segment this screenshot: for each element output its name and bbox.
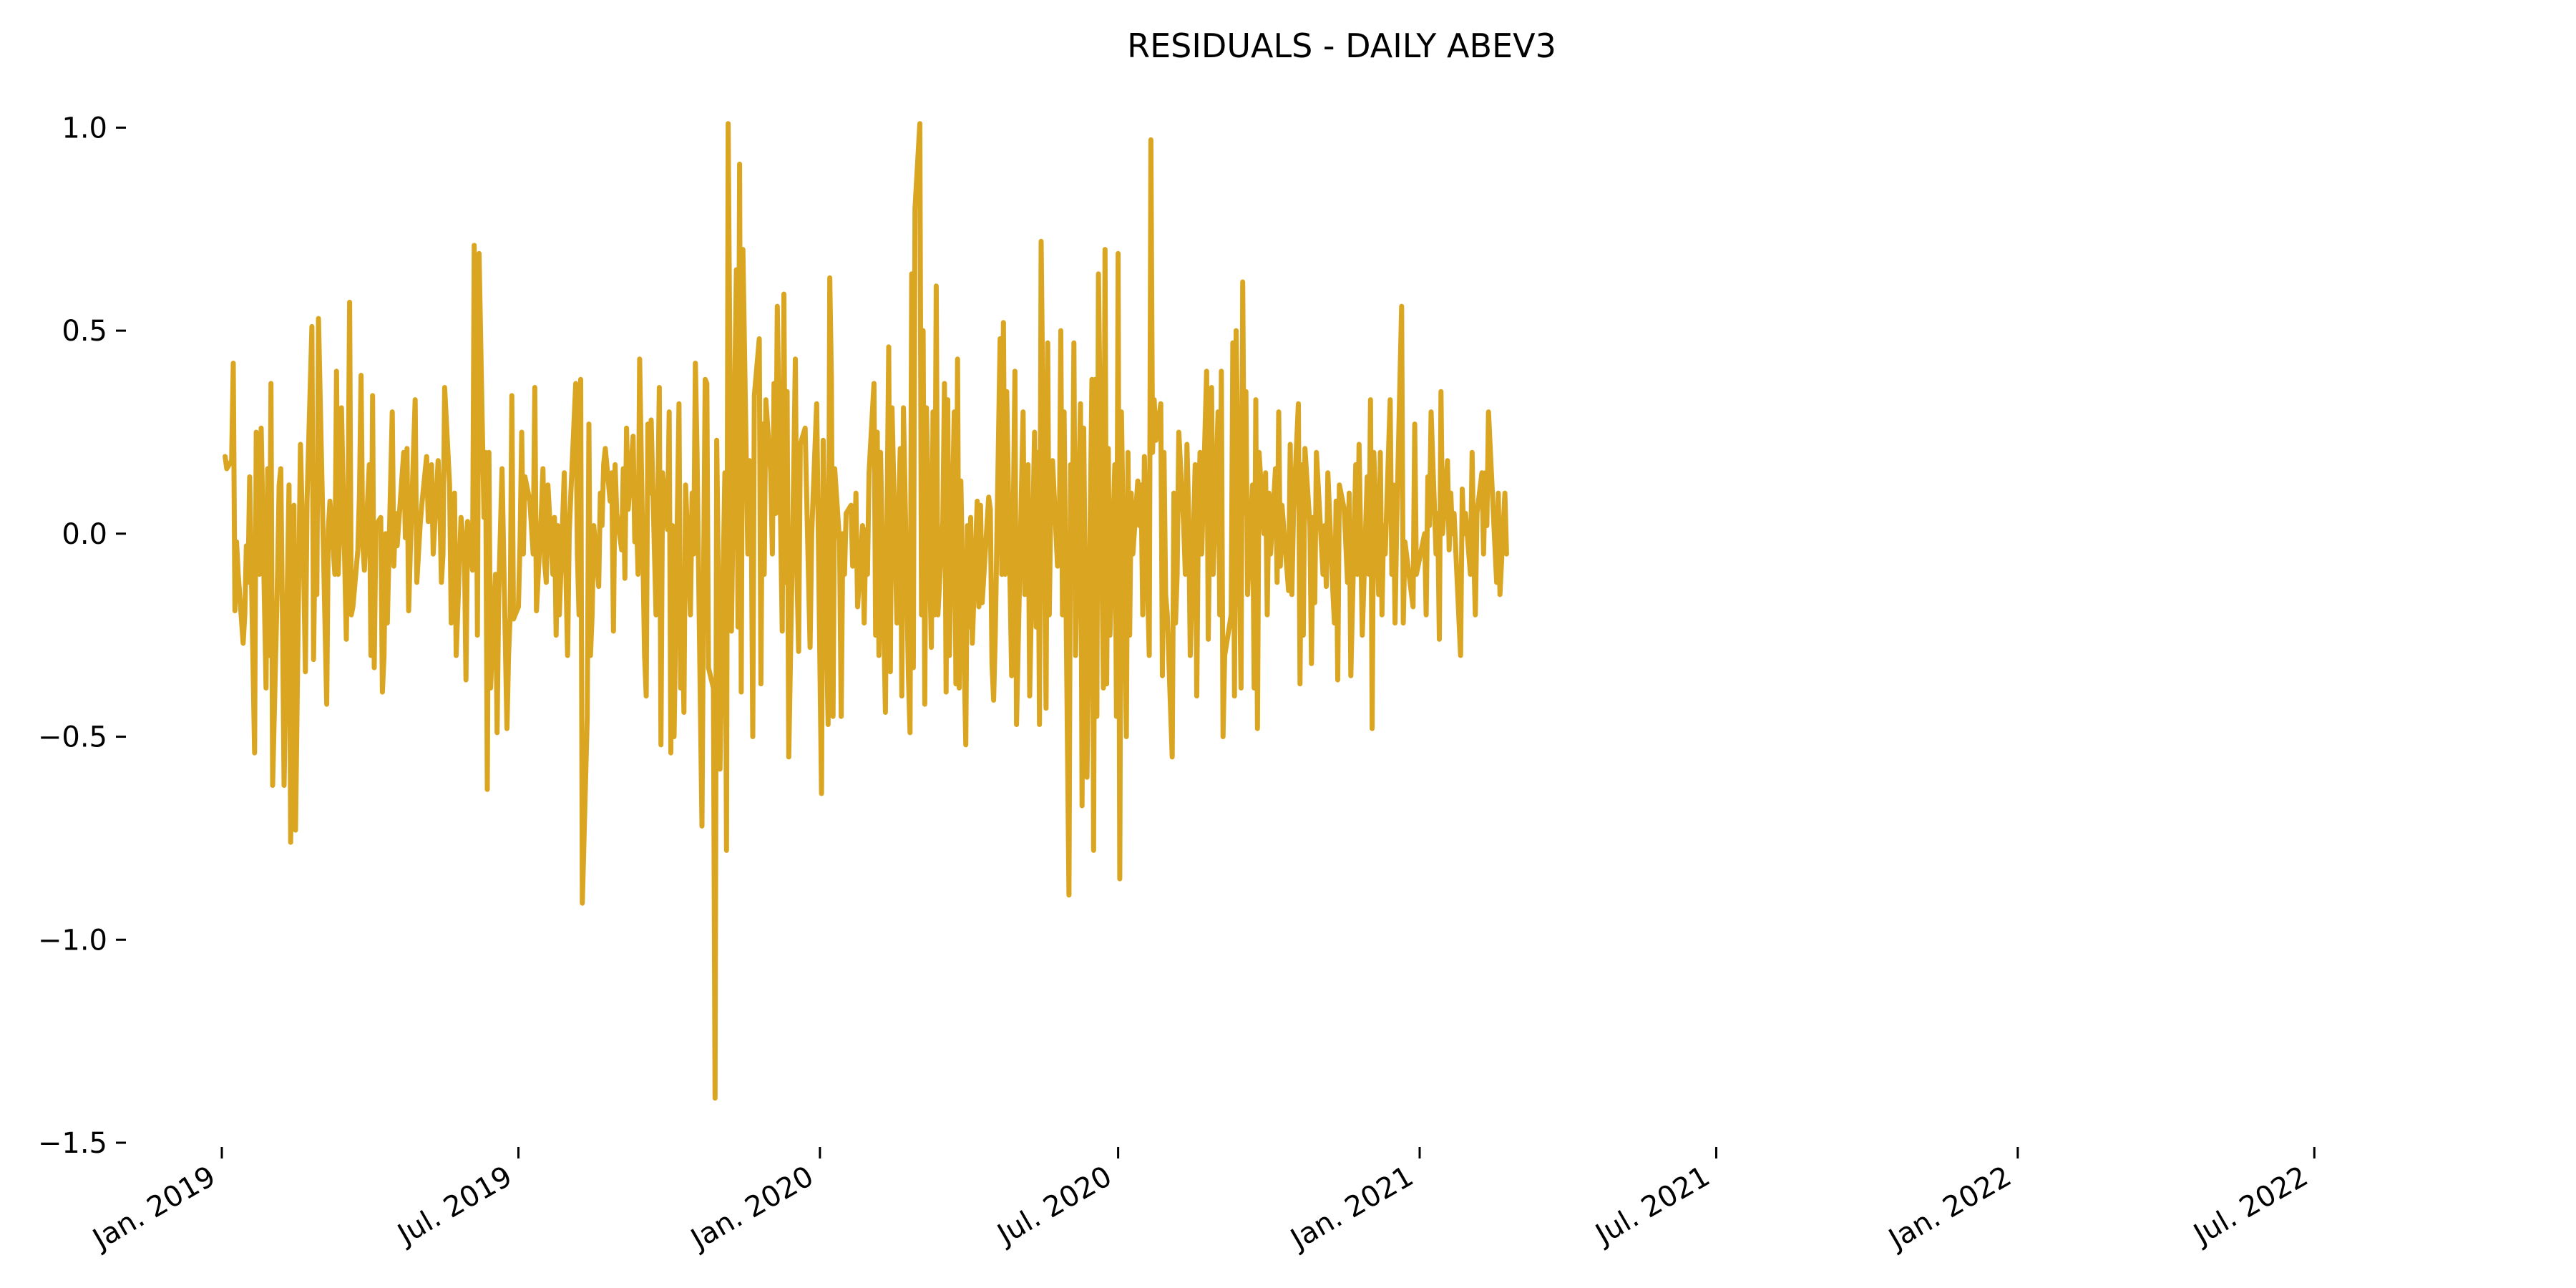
y-tick-label: −0.5 (38, 721, 107, 754)
x-tick-label: Jan. 2022 (1882, 1160, 2017, 1257)
y-tick-label: 1.0 (62, 112, 107, 145)
residuals-series-line (223, 121, 1509, 1101)
x-axis: Jan. 2019 Jul. 2019 Jan. 2020 Jul. 2020 Jan.… (86, 1147, 2316, 1257)
x-tick-label: Jan. 2019 (86, 1160, 221, 1257)
y-tick-label: 0.5 (62, 315, 107, 348)
x-tick-label: Jul. 2020 (990, 1160, 1118, 1252)
y-tick-label: 0.0 (62, 518, 107, 551)
x-tick-label: Jul. 2022 (2187, 1160, 2314, 1252)
chart-title: RESIDUALS - DAILY ABEV3 (1127, 26, 1556, 65)
y-tick-label: −1.0 (38, 924, 107, 957)
x-tick-label: Jan. 2020 (684, 1160, 819, 1257)
y-axis: 1.0 0.5 0.0 −0.5 −1.0 −1.5 (38, 112, 126, 1160)
y-tick-label: −1.5 (38, 1127, 107, 1160)
x-tick-label: Jan. 2021 (1284, 1160, 1419, 1257)
x-tick-label: Jul. 2019 (391, 1160, 518, 1252)
x-tick-label: Jul. 2021 (1589, 1160, 1716, 1252)
